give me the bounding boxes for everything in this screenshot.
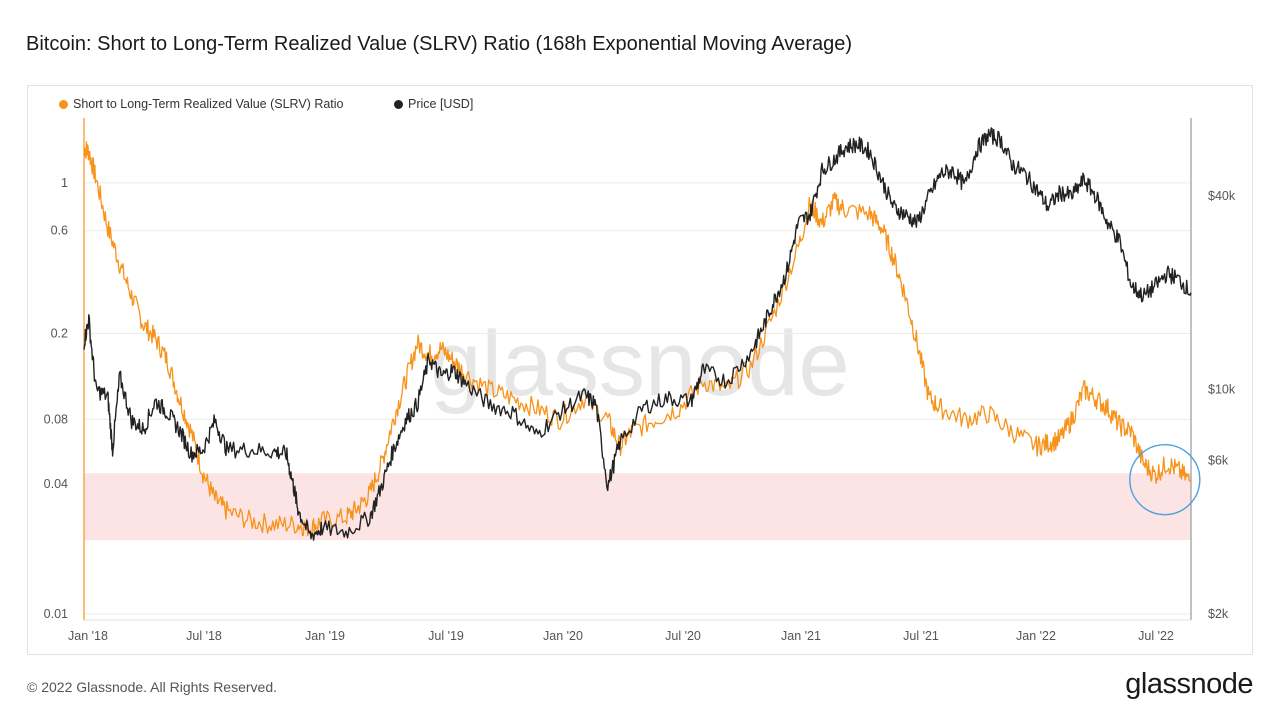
x-tick-label: Jul '22 bbox=[1138, 629, 1174, 643]
chart-panel bbox=[27, 85, 1253, 655]
x-tick-label: Jul '20 bbox=[665, 629, 701, 643]
shaded-band bbox=[84, 473, 1191, 541]
highlight-circle bbox=[1129, 443, 1201, 516]
legend-label-price: Price [USD] bbox=[408, 97, 474, 111]
right-tick-label: $40k bbox=[1208, 189, 1236, 203]
right-tick-label: $10k bbox=[1208, 382, 1236, 396]
price-line bbox=[83, 127, 1192, 541]
left-tick-label: 0.04 bbox=[44, 477, 68, 491]
left-tick-label: 0.01 bbox=[44, 607, 68, 621]
left-tick-label: 0.08 bbox=[44, 412, 68, 426]
glassnode-logo: glassnode bbox=[1125, 668, 1253, 700]
x-tick-label: Jul '19 bbox=[428, 629, 464, 643]
legend-dot-slrv bbox=[59, 99, 68, 109]
x-tick-label: Jan '19 bbox=[305, 629, 345, 643]
watermark: glassnode bbox=[430, 313, 849, 415]
slrv-line bbox=[83, 141, 1192, 538]
x-tick-label: Jul '21 bbox=[903, 629, 939, 643]
left-tick-label: 0.6 bbox=[51, 224, 68, 238]
chart-title: Bitcoin: Short to Long-Term Realized Val… bbox=[26, 33, 853, 55]
x-tick-label: Jul '18 bbox=[186, 629, 222, 643]
x-tick-label: Jan '20 bbox=[543, 629, 583, 643]
x-tick-label: Jan '22 bbox=[1016, 629, 1056, 643]
right-tick-label: $2k bbox=[1208, 607, 1229, 621]
copyright-footer: © 2022 Glassnode. All Rights Reserved. bbox=[27, 679, 278, 695]
left-tick-label: 1 bbox=[61, 176, 68, 190]
legend-label-slrv: Short to Long-Term Realized Value (SLRV)… bbox=[73, 97, 344, 111]
right-tick-label: $6k bbox=[1208, 454, 1229, 468]
legend-item-price[interactable]: Price [USD] bbox=[394, 97, 473, 111]
x-tick-label: Jan '18 bbox=[68, 629, 108, 643]
left-tick-label: 0.2 bbox=[51, 327, 68, 341]
legend-item-slrv[interactable]: Short to Long-Term Realized Value (SLRV)… bbox=[59, 97, 344, 111]
x-tick-label: Jan '21 bbox=[781, 629, 821, 643]
legend-dot-price bbox=[394, 99, 403, 109]
